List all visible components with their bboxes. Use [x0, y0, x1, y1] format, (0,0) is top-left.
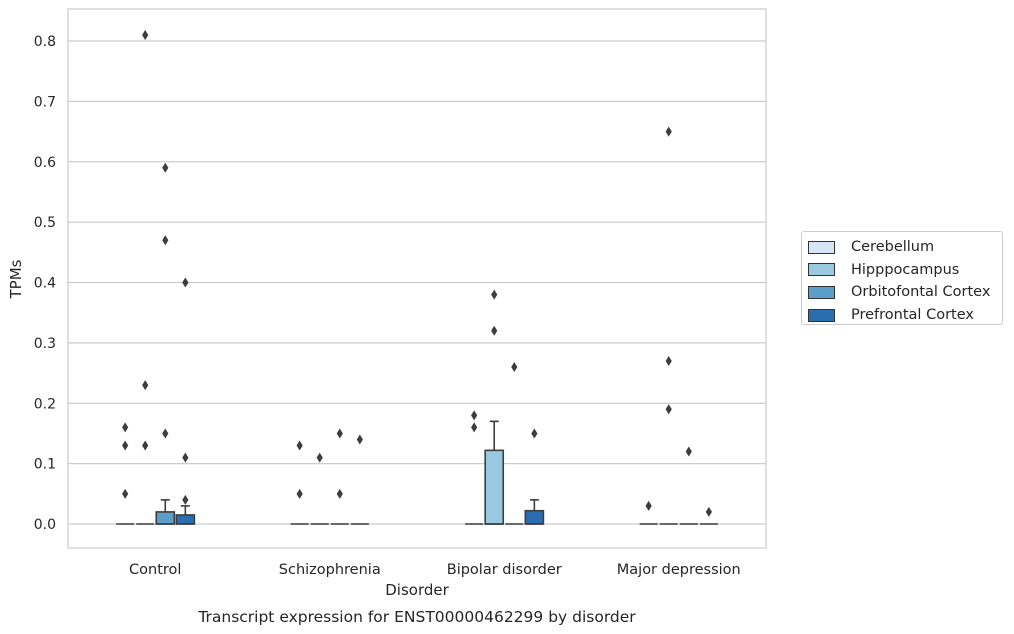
- legend-label: Cerebellum: [851, 239, 935, 256]
- y-tick-label: 0.4: [34, 276, 56, 292]
- y-tick-label: 0.6: [34, 155, 56, 171]
- outlier-point: [182, 494, 189, 505]
- y-tick-label: 0.2: [34, 396, 56, 412]
- y-tick-label: 0.5: [34, 215, 56, 231]
- legend-swatch: [808, 285, 835, 299]
- box-cerebellum: [290, 440, 309, 525]
- legend-item: Cerebellum: [808, 236, 1002, 259]
- outlier-point: [645, 500, 652, 511]
- chart-title: Transcript expression for ENST0000046229…: [197, 608, 636, 626]
- outlier-point: [491, 325, 498, 336]
- box-prefrontal-cortex: [699, 506, 718, 525]
- outlier-point: [665, 355, 672, 366]
- outlier-point: [705, 506, 712, 517]
- legend-item: Orbitofontal Cortex: [808, 281, 1002, 304]
- x-tick-label: Bipolar disorder: [447, 562, 562, 578]
- box: [524, 509, 545, 525]
- outlier-point: [142, 29, 149, 40]
- outlier-point: [685, 446, 692, 457]
- outlier-point: [356, 434, 363, 445]
- legend-label: Prefrontal Cortex: [851, 307, 974, 324]
- outlier-point: [665, 404, 672, 415]
- box-hipppocampus: [136, 29, 155, 525]
- box-hipppocampus: [310, 452, 329, 525]
- outlier-point: [122, 422, 129, 433]
- box-cerebellum: [465, 410, 484, 525]
- legend-label: Hipppocampus: [851, 261, 960, 278]
- box: [484, 449, 505, 525]
- box: [155, 511, 176, 525]
- legend-label: Orbitofontal Cortex: [851, 284, 991, 301]
- gridlines: [68, 40, 766, 525]
- box: [175, 514, 196, 525]
- box-prefrontal-cortex: [175, 277, 196, 525]
- plot-frame: [67, 8, 767, 549]
- box-orbitofontal-cortex: [330, 428, 349, 525]
- y-tick-label: 0.0: [34, 517, 56, 533]
- outlier-point: [511, 362, 518, 373]
- legend-item: Prefrontal Cortex: [808, 304, 1002, 327]
- legend-swatch: [808, 308, 835, 322]
- outlier-point: [336, 488, 343, 499]
- box-orbitofontal-cortex: [155, 162, 176, 525]
- outlier-point: [122, 440, 129, 451]
- box-orbitofontal-cortex: [679, 446, 698, 525]
- outlier-point: [316, 452, 323, 463]
- x-tick-labels: Control Schizophrenia Bipolar disorder Majo…: [129, 562, 741, 578]
- outlier-point: [122, 488, 129, 499]
- outlier-point: [491, 289, 498, 300]
- outlier-point: [142, 380, 149, 391]
- y-tick-label: 0.7: [34, 94, 56, 110]
- outlier-point: [471, 410, 478, 421]
- outlier-point: [336, 428, 343, 439]
- box-orbitofontal-cortex: [505, 362, 524, 525]
- legend-swatch: [808, 263, 835, 277]
- outlier-point: [142, 440, 149, 451]
- outlier-point: [182, 452, 189, 463]
- box-series: [116, 29, 718, 525]
- outlier-point: [162, 235, 169, 246]
- outlier-point: [162, 428, 169, 439]
- outlier-point: [296, 488, 303, 499]
- x-tick-label: Control: [129, 562, 181, 578]
- x-tick-label: Schizophrenia: [279, 562, 381, 578]
- y-axis-label: TPMs: [7, 259, 25, 299]
- legend-swatch: [808, 240, 835, 254]
- y-tick-labels: 0.0 0.1 0.2 0.3 0.4 0.5 0.6 0.7 0.8: [34, 34, 56, 533]
- y-tick-label: 0.8: [34, 34, 56, 50]
- outlier-point: [471, 422, 478, 433]
- legend-item: Hipppocampus: [808, 259, 1002, 282]
- outlier-point: [182, 277, 189, 288]
- box-cerebellum: [116, 422, 135, 525]
- outlier-point: [531, 428, 538, 439]
- box-hipppocampus: [484, 289, 505, 525]
- y-tick-label: 0.3: [34, 336, 56, 352]
- legend: Cerebellum Hipppocampus Orbitofontal Corte…: [801, 231, 1003, 325]
- y-tick-label: 0.1: [34, 457, 56, 473]
- outlier-point: [296, 440, 303, 451]
- outlier-point: [162, 162, 169, 173]
- x-axis-label: Disorder: [385, 581, 449, 599]
- box-prefrontal-cortex: [350, 434, 369, 525]
- box-prefrontal-cortex: [524, 428, 545, 525]
- box-hipppocampus: [659, 126, 678, 525]
- box-cerebellum: [639, 500, 658, 525]
- x-tick-label: Major depression: [617, 562, 741, 578]
- outlier-point: [665, 126, 672, 137]
